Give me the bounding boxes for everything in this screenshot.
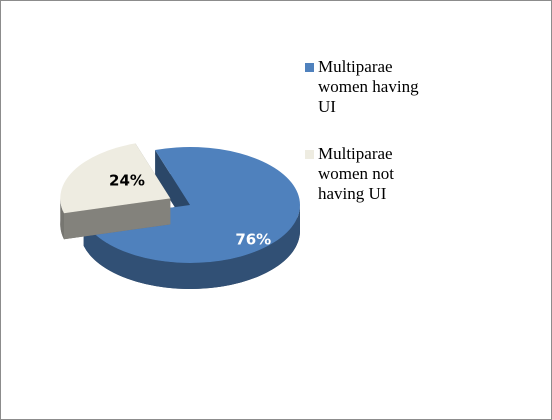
legend-swatch bbox=[305, 63, 314, 72]
slice-top bbox=[83, 146, 301, 263]
value-label: 24% bbox=[109, 172, 145, 190]
legend-label: Multiparae women having UI bbox=[318, 57, 419, 116]
value-label: 76% bbox=[235, 231, 271, 249]
pie: 76% 24% bbox=[60, 143, 301, 289]
legend-label: Multiparae women not having UI bbox=[318, 144, 395, 203]
slice-top bbox=[60, 143, 171, 214]
slice bbox=[60, 143, 171, 240]
legend-swatch bbox=[305, 150, 314, 159]
slice-side bbox=[60, 198, 64, 240]
slice bbox=[83, 146, 301, 289]
slice-side bbox=[83, 205, 300, 289]
slice-face bbox=[63, 198, 171, 240]
